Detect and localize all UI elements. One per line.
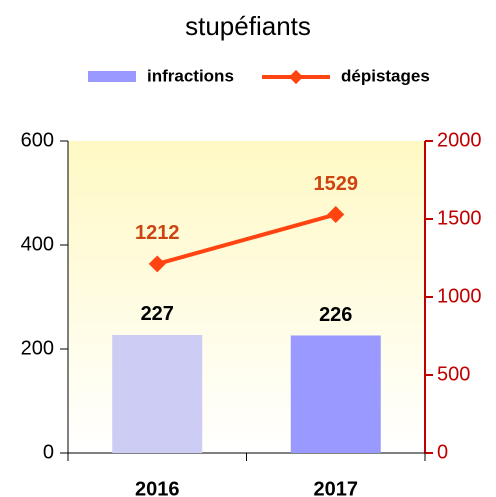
bar <box>290 335 381 453</box>
legend-marker <box>288 69 304 85</box>
legend-label: infractions <box>147 66 234 85</box>
bar-value-label: 227 <box>141 303 174 325</box>
y-tick-label: 200 <box>21 337 54 359</box>
line-value-label: 1212 <box>135 222 180 244</box>
line-marker <box>327 205 345 223</box>
y2-tick-label: 1000 <box>437 285 482 307</box>
y2-tick-label: 2000 <box>437 129 482 151</box>
y2-tick-label: 500 <box>437 363 470 385</box>
x-tick-label: 2017 <box>314 478 359 497</box>
line <box>156 212 337 266</box>
chart-title: stupéfiants <box>185 11 311 41</box>
legend-swatch <box>88 71 136 82</box>
bar-value-label: 226 <box>319 304 352 326</box>
y-tick-label: 0 <box>43 441 54 463</box>
y-tick-label: 600 <box>21 129 54 151</box>
y2-tick-label: 1500 <box>437 207 482 229</box>
x-tick-label: 2016 <box>135 478 180 497</box>
line-value-label: 1529 <box>314 173 359 195</box>
bar <box>112 334 203 453</box>
line-marker <box>148 255 166 273</box>
y-tick-label: 400 <box>21 233 54 255</box>
y2-tick-label: 0 <box>437 441 448 463</box>
legend-label: dépistages <box>341 66 430 85</box>
